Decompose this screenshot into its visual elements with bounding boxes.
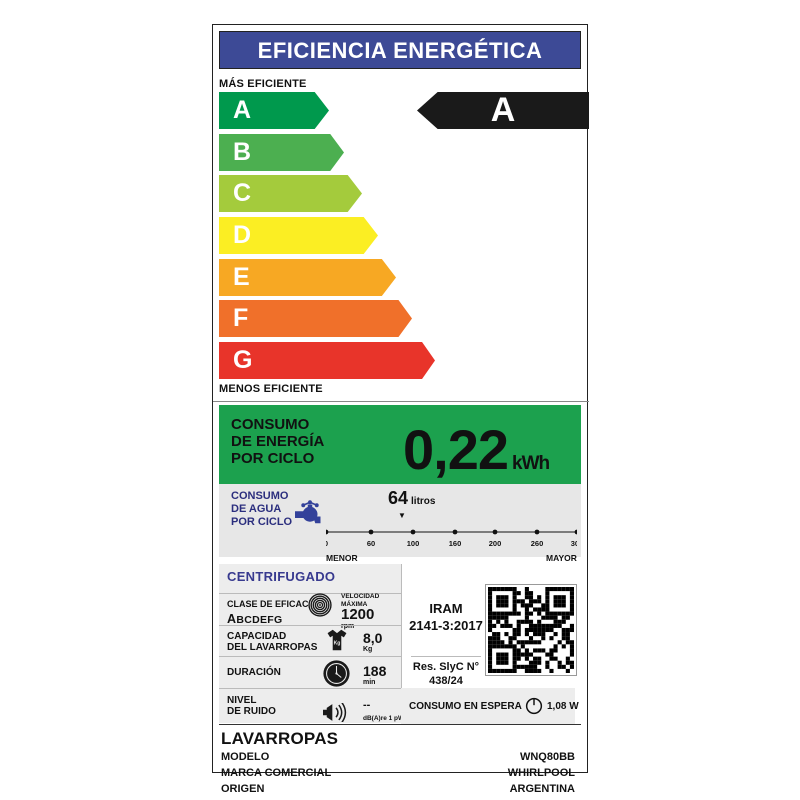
svg-text:Kg: Kg [334,640,341,646]
svg-text:200: 200 [489,539,502,548]
svg-text:300: 300 [571,539,577,548]
svg-text:100: 100 [407,539,420,548]
svg-text:260: 260 [531,539,544,548]
svg-text:60: 60 [367,539,375,548]
svg-text:160: 160 [449,539,462,548]
svg-text:0: 0 [326,539,328,548]
